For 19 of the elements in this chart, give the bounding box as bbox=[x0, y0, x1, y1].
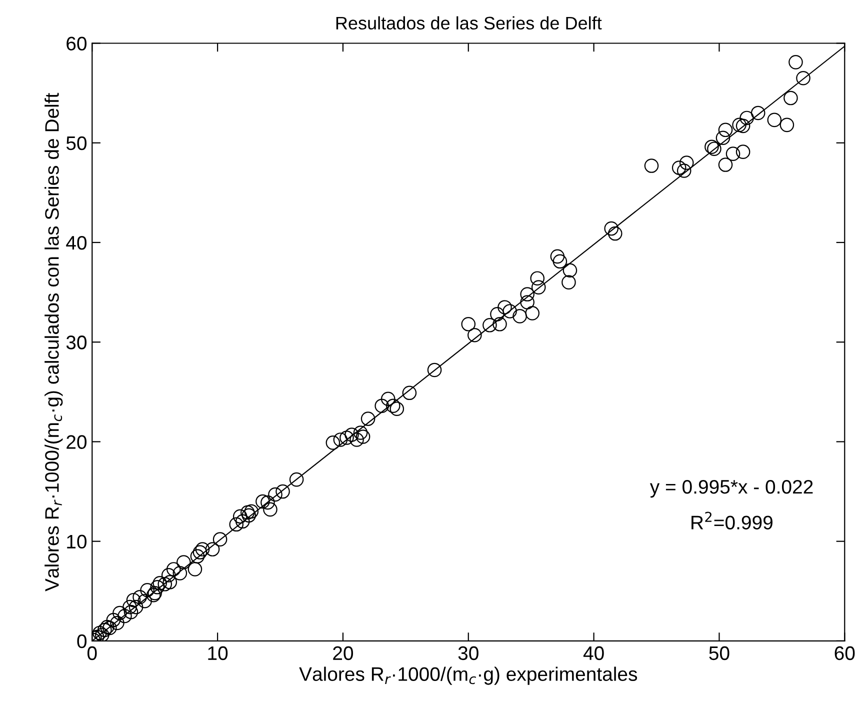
y-tick-label: 20 bbox=[66, 435, 87, 449]
y-tick-label: 30 bbox=[66, 336, 87, 350]
x-tick-label: 10 bbox=[208, 646, 228, 660]
y-tick-label: 40 bbox=[66, 236, 87, 250]
annotation: R$^{2}$=0.999 bbox=[692, 512, 772, 530]
x-tick-label: 0 bbox=[87, 646, 97, 660]
y-tick-label: 10 bbox=[67, 534, 87, 549]
y-tick-label: 50 bbox=[66, 136, 87, 150]
annotation: y = 0.995*x - 0.022 bbox=[650, 480, 813, 498]
x-tick-label: 20 bbox=[333, 646, 354, 660]
y-tick-label: 60 bbox=[66, 36, 87, 50]
x-tick-label: 30 bbox=[458, 646, 478, 660]
x-tick-label: 40 bbox=[583, 646, 604, 660]
x-axis-title: Valores R$_{r}$·1000/(m$_{c}$·g) experimentales bbox=[299, 666, 638, 685]
chart-title: Resultados de las Series de Delft bbox=[336, 16, 602, 30]
y-axis-title: Valores R$_{r}$·1000/(m$_{c}$·g) calculados con las Series de Delft bbox=[44, 92, 63, 592]
y-tick-label: 0 bbox=[77, 634, 87, 648]
x-tick-label: 50 bbox=[709, 646, 730, 660]
x-tick-label: 60 bbox=[834, 646, 855, 660]
